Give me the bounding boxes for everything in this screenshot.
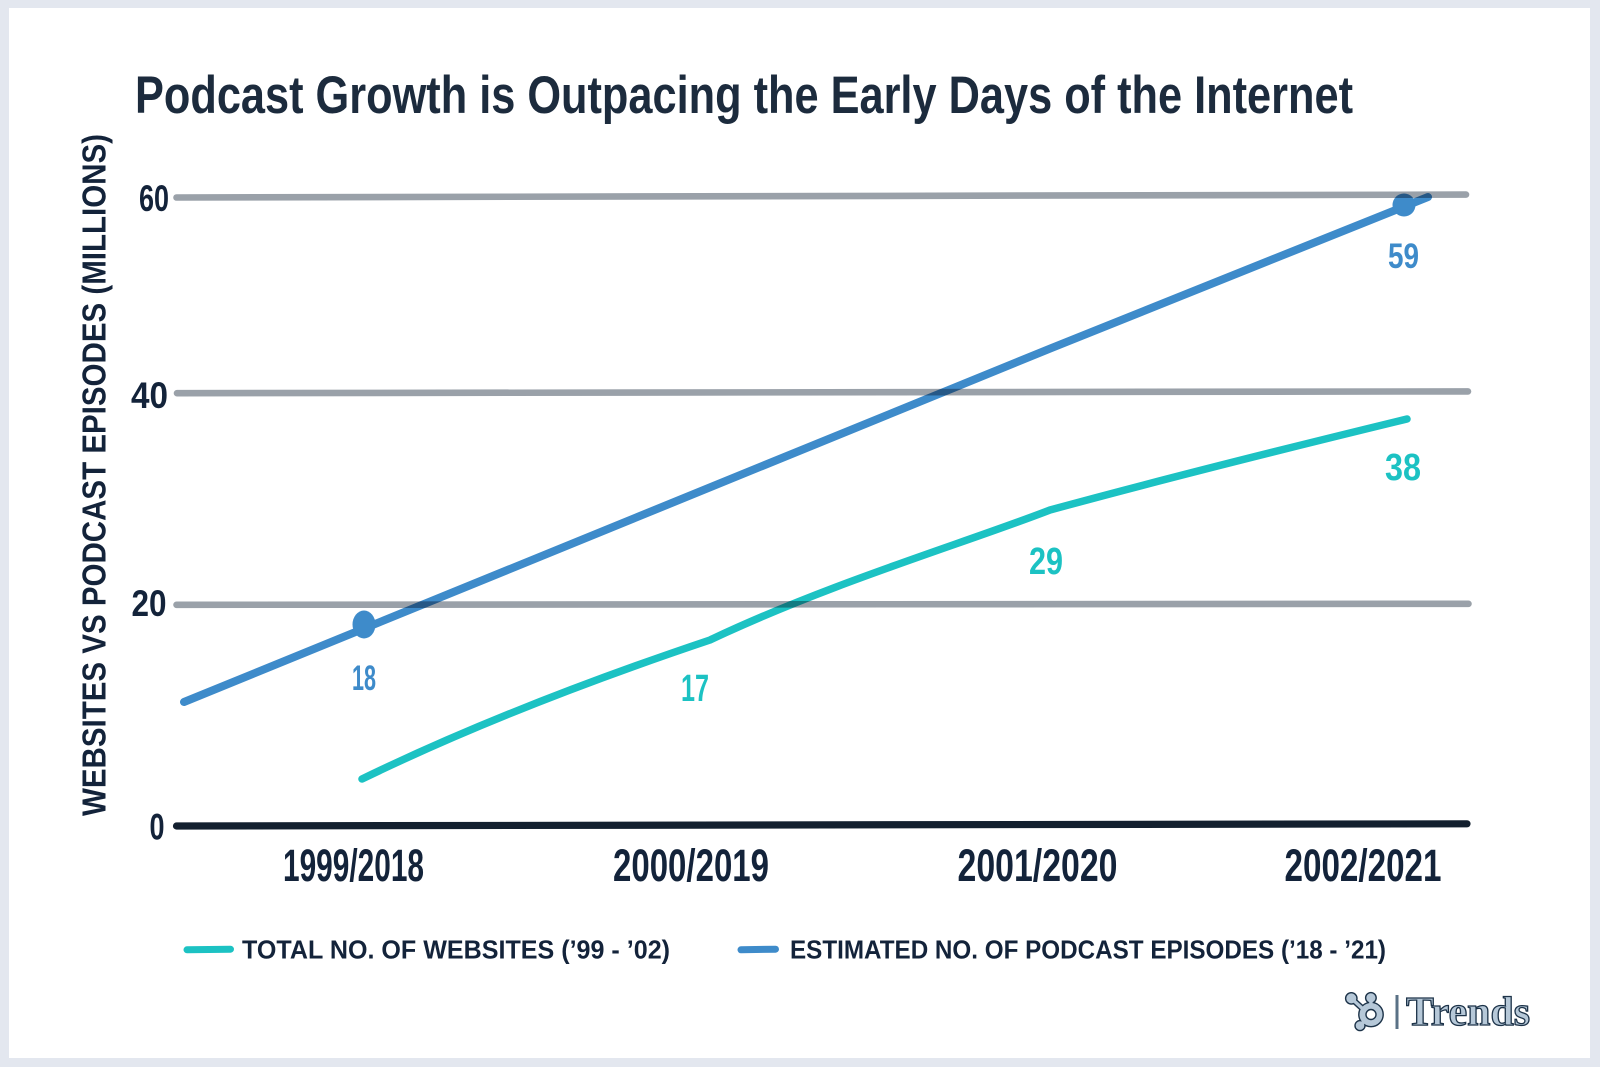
svg-text:60: 60 xyxy=(139,178,169,219)
svg-text:29: 29 xyxy=(1029,541,1063,583)
svg-text:40: 40 xyxy=(131,375,168,416)
svg-text:20: 20 xyxy=(132,583,167,624)
svg-text:2002/2021: 2002/2021 xyxy=(1285,840,1442,891)
svg-text:ESTIMATED NO. OF PODCAST EPISO: ESTIMATED NO. OF PODCAST EPISODES (’18 -… xyxy=(790,935,1386,965)
svg-text:18: 18 xyxy=(352,659,376,698)
svg-text:Podcast Growth is Outpacing th: Podcast Growth is Outpacing the Early Da… xyxy=(135,66,1353,125)
svg-text:59: 59 xyxy=(1388,237,1419,276)
svg-text:2000/2019: 2000/2019 xyxy=(613,840,769,891)
svg-text:Trends: Trends xyxy=(1406,988,1530,1034)
svg-text:2001/2020: 2001/2020 xyxy=(958,840,1118,891)
svg-text:1999/2018: 1999/2018 xyxy=(283,840,424,891)
svg-text:0: 0 xyxy=(150,807,165,848)
svg-text:38: 38 xyxy=(1385,447,1421,489)
svg-text:17: 17 xyxy=(681,668,709,710)
svg-text:WEBSITES VS PODCAST EPISODES (: WEBSITES VS PODCAST EPISODES (MILLIONS) xyxy=(76,134,113,816)
svg-text:TOTAL NO. OF WEBSITES (’99 - ’: TOTAL NO. OF WEBSITES (’99 - ’02) xyxy=(242,935,670,965)
